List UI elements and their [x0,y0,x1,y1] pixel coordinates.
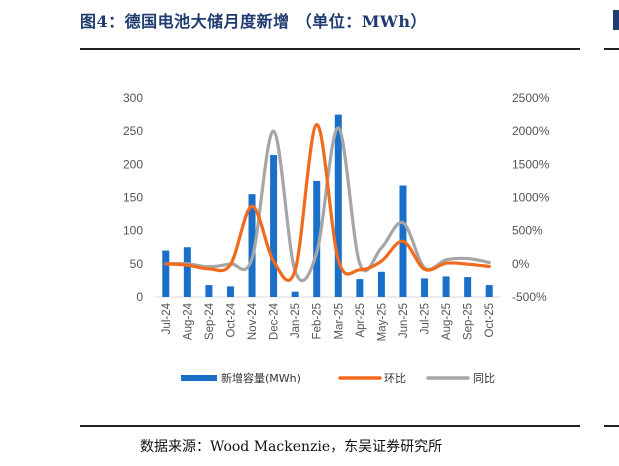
line-mom [164,122,491,282]
y-left-tick-label: 300 [123,91,143,105]
y-right-tick-label: 0% [512,257,530,271]
bar [205,285,213,297]
bar [313,180,321,297]
bar [442,276,450,297]
y-axis-right: -500% 0% 500% 1000% 1500% 2000% 2500% [512,91,550,304]
y-right-tick-label: 1000% [512,191,550,205]
line-series [164,122,491,283]
y-left-tick-label: 250 [123,124,143,138]
y-right-tick-label: -500% [512,290,547,304]
x-tick-label: May-25 [376,303,388,341]
legend-label-bar: 新增容量(MWh) [221,371,301,385]
top-rule-right [604,48,619,50]
y-right-tick-label: 2000% [512,124,550,138]
bar [464,277,472,297]
bar [226,286,234,297]
bar [183,247,191,297]
x-tick-label: Oct-24 [225,302,237,337]
bar [485,285,493,297]
y-right-tick-label: 2500% [512,91,550,105]
y-axis-left: 0 50 100 150 200 250 300 [123,91,143,304]
bar [421,278,429,297]
x-tick-label: Jan-25 [290,303,302,338]
bar [377,271,385,297]
bar [248,194,256,297]
legend-label-mom: 环比 [384,372,406,385]
y-left-tick-label: 100 [123,224,143,238]
y-left-tick-label: 0 [136,290,143,304]
source-note: 数据来源：Wood Mackenzie，东吴证券研究所 [140,439,443,455]
legend-swatch-bar [181,375,217,381]
x-tick-label: Aug-24 [182,302,194,340]
y-left-tick-label: 50 [130,257,144,271]
bar [334,114,342,297]
top-rule [80,48,580,50]
bar [162,250,170,297]
x-tick-label: Jul-24 [161,302,173,334]
x-tick-label: Sep-24 [204,302,216,340]
y-left-tick-label: 150 [123,191,143,205]
x-tick-label: Apr-25 [355,303,367,338]
x-tick-label: Nov-24 [247,302,259,340]
x-tick-label: Feb-25 [312,303,324,339]
bottom-rule [80,425,580,427]
bottom-rule-right [604,425,619,427]
x-tick-label: Oct-25 [484,303,496,338]
line-yoy [164,126,491,283]
x-tick-label: Mar-25 [333,303,345,339]
x-axis-ticks: Jul-24 Aug-24 Sep-24 Oct-24 Nov-24 Dec-24 Jan-… [161,302,496,341]
x-tick-label: Jul-25 [420,303,432,334]
bar [291,291,299,297]
legend-label-yoy: 同比 [473,372,495,385]
y-left-tick-label: 200 [123,157,143,171]
bar [270,155,278,297]
bar [356,279,364,297]
legend: 新增容量(MWh) 环比 同比 [181,371,495,385]
x-tick-label: Dec-24 [269,302,281,340]
y-right-tick-label: 500% [512,224,543,238]
y-right-tick-label: 1500% [512,157,550,171]
x-tick-label: Jun-25 [398,303,410,338]
figure-title: 图4：德国电池大储月度新增 （单位：MWh） [80,12,428,31]
edge-marker [613,10,619,30]
x-tick-label: Aug-25 [441,303,453,340]
x-tick-label: Sep-25 [463,303,475,340]
